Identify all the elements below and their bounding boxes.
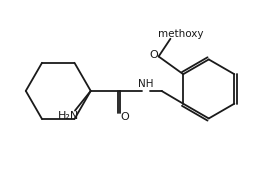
Text: NH: NH: [138, 79, 154, 89]
Text: O: O: [149, 50, 158, 60]
Text: methoxy: methoxy: [158, 29, 203, 39]
Text: H₂N: H₂N: [57, 111, 79, 121]
Text: O: O: [121, 113, 129, 122]
